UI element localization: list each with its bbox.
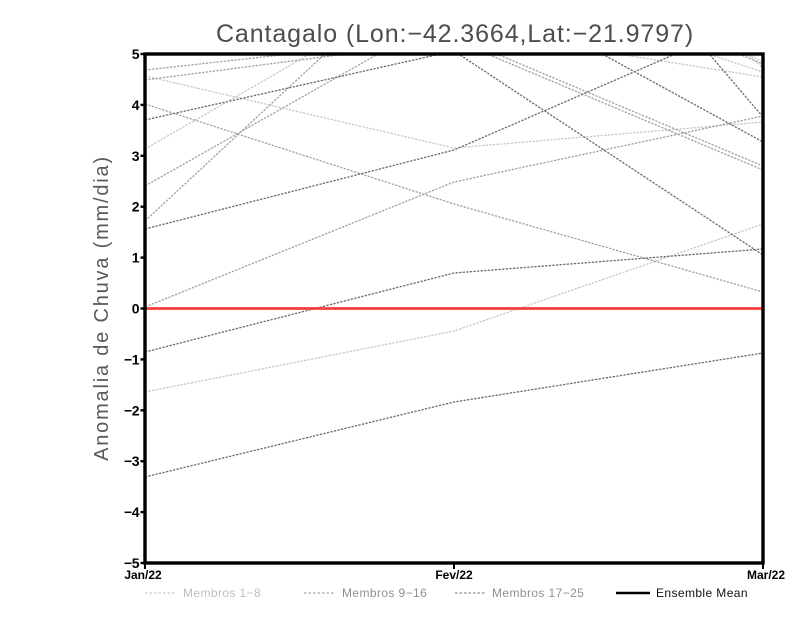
svg-text:Jan/22: Jan/22 [124,568,162,582]
svg-text:−1: −1 [124,351,140,367]
svg-text:Ensemble Mean: Ensemble Mean [656,586,748,600]
svg-text:−3: −3 [124,453,140,469]
svg-text:−4: −4 [124,504,140,520]
svg-text:Membros 9−16: Membros 9−16 [342,586,427,600]
svg-text:0: 0 [132,301,140,317]
svg-text:−2: −2 [124,402,140,418]
svg-text:4: 4 [132,97,140,113]
svg-text:Mar/22: Mar/22 [747,568,785,582]
svg-text:2: 2 [132,199,140,215]
svg-text:−5: −5 [124,555,140,571]
svg-text:Membros 17−25: Membros 17−25 [492,586,584,600]
svg-text:Cantagalo (Lon:−42.3664,Lat:−2: Cantagalo (Lon:−42.3664,Lat:−21.9797) [216,20,694,48]
svg-text:1: 1 [132,250,140,266]
svg-text:Fev/22: Fev/22 [435,568,473,582]
svg-text:Membros 1−8: Membros 1−8 [183,586,261,600]
svg-text:Anomalia de Chuva (mm/dia): Anomalia de Chuva (mm/dia) [91,155,113,461]
svg-text:3: 3 [132,148,140,164]
svg-text:5: 5 [132,46,140,62]
